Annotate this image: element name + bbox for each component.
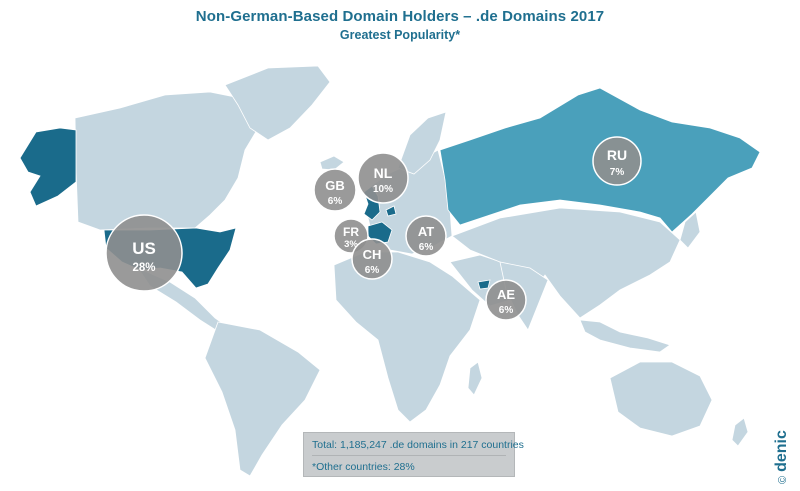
denic-logo: © denic <box>770 402 794 484</box>
bubble-at-circle <box>405 215 447 257</box>
bubble-ru-code: RU <box>607 147 627 163</box>
bubble-fr-code: FR <box>343 225 359 239</box>
bubble-ae-circle <box>485 279 527 321</box>
summary-total: Total: 1,185,247 .de domains in 217 coun… <box>312 439 524 451</box>
land-africa <box>333 251 481 423</box>
land-canada <box>74 91 261 231</box>
bubble-us-code: US <box>132 239 156 258</box>
bubble-ru-value: 7% <box>610 167 625 178</box>
bubble-nl-code: NL <box>374 165 393 181</box>
bubble-at-code: AT <box>418 224 434 239</box>
land-australia <box>609 361 713 437</box>
bubble-at: AT 6% <box>405 215 447 257</box>
map-subtitle: Greatest Popularity* <box>339 28 461 42</box>
map-title: Non-German-Based Domain Holders – .de Do… <box>195 8 605 25</box>
bubble-us: US 28% <box>105 214 183 292</box>
bubble-us-value: 28% <box>132 262 155 274</box>
bubble-us-circle <box>105 214 183 292</box>
bubble-ae: AE 6% <box>485 279 527 321</box>
bubble-ae-code: AE <box>497 287 515 302</box>
bubble-ru-circle <box>592 136 642 186</box>
bubble-fr-value: 3% <box>344 239 358 250</box>
land-iceland <box>319 155 345 171</box>
bubble-ch-value: 6% <box>365 265 380 276</box>
land-netherlands <box>385 205 397 217</box>
land-alaska <box>19 127 77 207</box>
bubble-ru: RU 7% <box>592 136 642 186</box>
bubble-nl-circle <box>357 152 409 204</box>
summary-other: *Other countries: 28% <box>312 461 415 473</box>
bubble-gb-code: GB <box>325 178 345 193</box>
summary-box: Total: 1,185,247 .de domains in 217 coun… <box>303 432 524 477</box>
land-madagascar <box>467 361 483 396</box>
bubble-nl: NL 10% <box>357 152 409 204</box>
denic-brand: denic <box>773 430 790 472</box>
bubble-ch-circle <box>351 238 393 280</box>
land-se-asia <box>579 319 671 353</box>
bubble-nl-value: 10% <box>373 184 393 195</box>
bubble-ch-code: CH <box>363 247 382 262</box>
denic-logo-text: © denic <box>770 402 794 484</box>
summary-divider <box>312 455 506 456</box>
land-japan <box>679 211 701 249</box>
land-uae <box>477 279 491 290</box>
land-scandinavia <box>397 111 447 175</box>
land-greenland <box>224 65 331 141</box>
chart-header: Non-German-Based Domain Holders – .de Do… <box>0 8 800 42</box>
bubble-at-value: 6% <box>419 242 434 253</box>
land-south-america <box>204 321 321 477</box>
land-new-zealand <box>731 417 749 447</box>
bubble-gb: GB 6% <box>313 168 357 212</box>
copyright-symbol: © <box>777 475 789 484</box>
bubble-gb-circle <box>313 168 357 212</box>
bubble-ae-value: 6% <box>499 305 514 316</box>
bubble-gb-value: 6% <box>328 196 343 207</box>
bubble-ch: CH 6% <box>351 238 393 280</box>
